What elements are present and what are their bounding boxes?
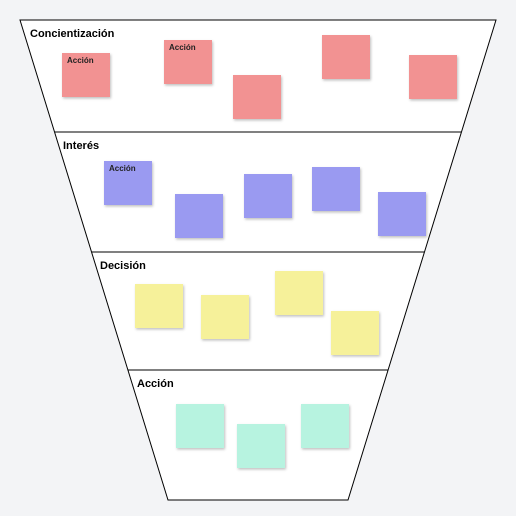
- sticky-note-10[interactable]: [135, 284, 183, 328]
- sticky-note-9[interactable]: [378, 192, 426, 236]
- sticky-note-11[interactable]: [201, 295, 249, 339]
- sticky-note-3[interactable]: [322, 35, 370, 79]
- sticky-note-7[interactable]: [244, 174, 292, 218]
- sticky-note-2[interactable]: [233, 75, 281, 119]
- stage-label-3: Acción: [137, 378, 174, 390]
- sticky-note-16[interactable]: [301, 404, 349, 448]
- sticky-note-4[interactable]: [409, 55, 457, 99]
- sticky-note-6[interactable]: [175, 194, 223, 238]
- sticky-note-15[interactable]: [237, 424, 285, 468]
- sticky-note-13[interactable]: [331, 311, 379, 355]
- funnel-diagram: Concientización Interés Decisión Acción Acci…: [0, 0, 516, 516]
- sticky-note-8[interactable]: [312, 167, 360, 211]
- stage-label-1: Interés: [63, 140, 99, 152]
- sticky-note-14[interactable]: [176, 404, 224, 448]
- sticky-note-5[interactable]: Acción: [104, 161, 152, 205]
- stage-label-2: Decisión: [100, 260, 146, 272]
- sticky-note-0[interactable]: Acción: [62, 53, 110, 97]
- sticky-note-1[interactable]: Acción: [164, 40, 212, 84]
- sticky-note-12[interactable]: [275, 271, 323, 315]
- stage-label-0: Concientización: [30, 28, 114, 40]
